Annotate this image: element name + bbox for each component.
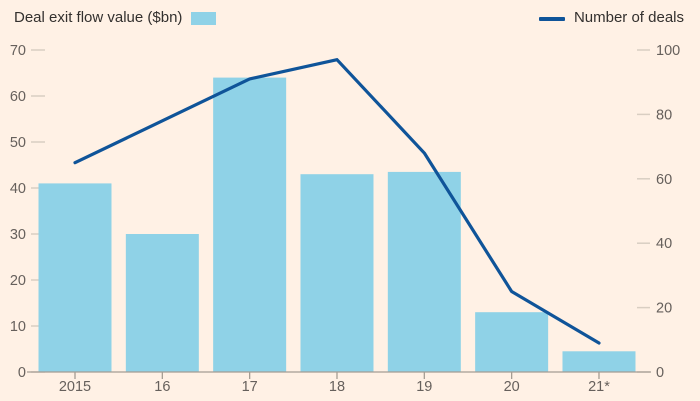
bar-19 bbox=[387, 171, 461, 372]
left-axis-tick-label: 50 bbox=[10, 135, 26, 151]
legend-line: Number of deals bbox=[538, 9, 684, 26]
legend-line-label: Number of deals bbox=[573, 9, 684, 26]
x-axis-label-18: 18 bbox=[329, 379, 345, 395]
left-axis-tick-label: 10 bbox=[10, 319, 26, 335]
x-axis-label-16: 16 bbox=[154, 379, 170, 395]
bar-16 bbox=[125, 234, 199, 372]
right-axis-tick-label: 100 bbox=[656, 43, 680, 59]
right-axis-tick-label: 20 bbox=[656, 301, 672, 317]
right-axis-tick-label: 0 bbox=[656, 365, 664, 381]
deals-line bbox=[73, 58, 601, 345]
right-axis-tick-label: 40 bbox=[656, 236, 672, 252]
legend-bars: Deal exit flow value ($bn) bbox=[14, 9, 217, 26]
legend-bars-label: Deal exit flow value ($bn) bbox=[14, 9, 183, 26]
legend-line-swatch bbox=[538, 16, 565, 21]
x-axis-label-17: 17 bbox=[242, 379, 258, 395]
left-axis-tick-label: 30 bbox=[10, 227, 26, 243]
left-axis-tick-label: 60 bbox=[10, 89, 26, 105]
bar-21* bbox=[562, 351, 636, 372]
left-axis-tick-label: 0 bbox=[18, 365, 26, 381]
x-axis-label-21*: 21* bbox=[588, 379, 610, 395]
x-axis-label-19: 19 bbox=[416, 379, 432, 395]
legend-bars-swatch bbox=[191, 12, 217, 25]
bar-2015 bbox=[38, 183, 112, 372]
x-axis-label-20: 20 bbox=[504, 379, 520, 395]
bar-17 bbox=[213, 77, 287, 372]
bar-18 bbox=[300, 174, 374, 372]
left-axis-tick-label: 20 bbox=[10, 273, 26, 289]
left-axis-tick-label: 70 bbox=[10, 43, 26, 59]
right-axis-tick-label: 60 bbox=[656, 172, 672, 188]
x-axis-label-2015: 2015 bbox=[59, 379, 91, 395]
right-axis-tick-label: 80 bbox=[656, 107, 672, 123]
bar-20 bbox=[475, 312, 549, 372]
left-axis-tick-label: 40 bbox=[10, 181, 26, 197]
